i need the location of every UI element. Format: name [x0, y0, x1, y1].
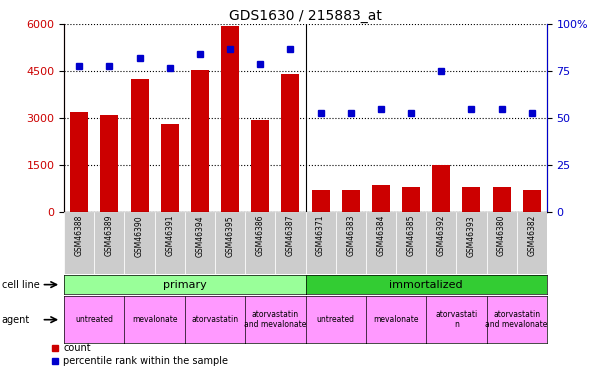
Bar	[492, 187, 511, 212]
Text: GSM46383: GSM46383	[346, 215, 355, 256]
FancyBboxPatch shape	[94, 212, 125, 274]
FancyBboxPatch shape	[426, 212, 456, 274]
Text: GSM46380: GSM46380	[497, 215, 506, 256]
Bar	[251, 120, 269, 212]
Bar	[463, 187, 480, 212]
Text: GSM46391: GSM46391	[165, 215, 174, 256]
Text: atorvastati
n: atorvastati n	[435, 310, 477, 329]
Bar	[402, 187, 420, 212]
Text: GSM46394: GSM46394	[196, 215, 205, 256]
Text: primary: primary	[163, 280, 207, 290]
FancyBboxPatch shape	[276, 212, 306, 274]
Legend: count, percentile rank within the sample: count, percentile rank within the sample	[48, 339, 232, 370]
Text: cell line: cell line	[2, 280, 40, 290]
FancyBboxPatch shape	[245, 212, 276, 274]
Text: GSM46392: GSM46392	[437, 215, 446, 256]
Bar	[100, 115, 119, 212]
Bar	[342, 190, 360, 212]
Text: GSM46393: GSM46393	[467, 215, 476, 256]
Text: GSM46388: GSM46388	[75, 215, 84, 256]
Text: GSM46389: GSM46389	[105, 215, 114, 256]
Bar	[282, 74, 299, 212]
FancyBboxPatch shape	[185, 212, 215, 274]
Text: GDS1630 / 215883_at: GDS1630 / 215883_at	[229, 9, 382, 23]
Bar	[523, 190, 541, 212]
FancyBboxPatch shape	[517, 212, 547, 274]
FancyBboxPatch shape	[306, 212, 335, 274]
Bar	[161, 124, 179, 212]
Text: GSM46386: GSM46386	[256, 215, 265, 256]
Text: mevalonate: mevalonate	[132, 315, 177, 324]
FancyBboxPatch shape	[366, 212, 396, 274]
Text: GSM46382: GSM46382	[527, 215, 536, 256]
Text: GSM46390: GSM46390	[135, 215, 144, 256]
Bar	[432, 165, 450, 212]
Bar	[372, 185, 390, 212]
Text: immortalized: immortalized	[389, 280, 463, 290]
Text: atorvastatin
and mevalonate: atorvastatin and mevalonate	[486, 310, 548, 329]
Text: GSM46387: GSM46387	[286, 215, 295, 256]
Bar	[131, 79, 148, 212]
FancyBboxPatch shape	[335, 212, 366, 274]
Text: GSM46395: GSM46395	[225, 215, 235, 256]
Text: atorvastatin: atorvastatin	[191, 315, 238, 324]
Text: untreated: untreated	[75, 315, 113, 324]
FancyBboxPatch shape	[396, 212, 426, 274]
Text: GSM46384: GSM46384	[376, 215, 386, 256]
Text: untreated: untreated	[316, 315, 354, 324]
Text: atorvastatin
and mevalonate: atorvastatin and mevalonate	[244, 310, 307, 329]
Bar	[221, 26, 239, 212]
FancyBboxPatch shape	[456, 212, 486, 274]
Text: GSM46371: GSM46371	[316, 215, 325, 256]
Bar	[70, 112, 89, 212]
FancyBboxPatch shape	[215, 212, 245, 274]
FancyBboxPatch shape	[486, 212, 517, 274]
Text: agent: agent	[2, 315, 30, 325]
FancyBboxPatch shape	[64, 212, 94, 274]
FancyBboxPatch shape	[155, 212, 185, 274]
Text: mevalonate: mevalonate	[373, 315, 419, 324]
Text: GSM46385: GSM46385	[406, 215, 415, 256]
Bar	[191, 70, 209, 212]
Bar	[312, 190, 330, 212]
FancyBboxPatch shape	[125, 212, 155, 274]
